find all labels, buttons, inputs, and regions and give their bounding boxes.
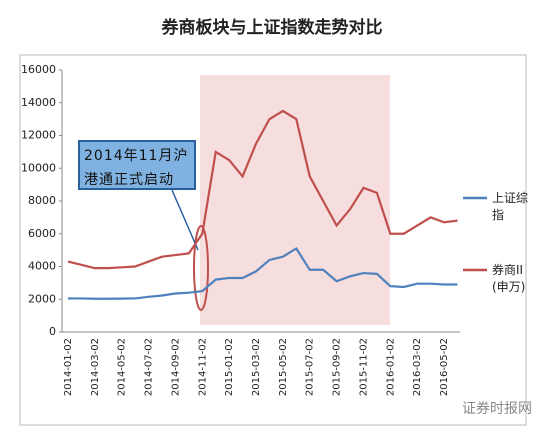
x-tick-label: 2014-09-02 [170,338,181,396]
x-tick-label: 2015-03-02 [251,338,262,396]
y-tick-label: 16000 [21,63,56,76]
x-tick-label: 2015-05-02 [278,338,289,396]
callout-line [171,189,199,251]
x-tick-label: 2016-05-02 [439,338,450,396]
y-tick-label: 8000 [28,194,56,207]
y-tick-label: 6000 [28,227,56,240]
chart-frame [19,54,527,426]
y-tick-label: 12000 [21,129,56,142]
legend-label: 上证综指 [492,191,529,222]
y-tick-label: 14000 [21,96,56,109]
x-tick-label: 2014-11-02 [197,338,208,396]
x-tick-label: 2014-07-02 [144,338,155,396]
x-tick-label: 2015-11-02 [358,338,369,396]
y-tick-label: 2000 [28,292,56,305]
background-watermark [200,75,390,325]
x-tick-label: 2014-05-02 [117,338,128,396]
x-tick-label: 2015-01-02 [224,338,235,396]
y-tick-label: 10000 [21,161,56,174]
x-tick-label: 2015-07-02 [305,338,316,396]
x-tick-label: 2016-03-02 [412,338,423,396]
y-tick-label: 4000 [28,260,56,273]
x-tick-label: 2016-01-02 [385,338,396,396]
y-tick-label: 0 [49,325,56,338]
series-line [67,109,458,270]
highlight-ellipse [193,225,209,311]
x-tick-label: 2014-03-02 [90,338,101,396]
legend-label: 券商II(申万) [492,263,526,294]
annotation: 2014年11月沪港通正式启动 [78,140,196,190]
series-line [68,246,458,300]
x-tick-label: 2014-01-02 [63,338,74,396]
watermark: 证券时报网 [462,401,532,417]
chart-title: 券商板块与上证指数走势对比 [161,17,383,38]
x-tick-label: 2015-09-02 [332,338,343,396]
